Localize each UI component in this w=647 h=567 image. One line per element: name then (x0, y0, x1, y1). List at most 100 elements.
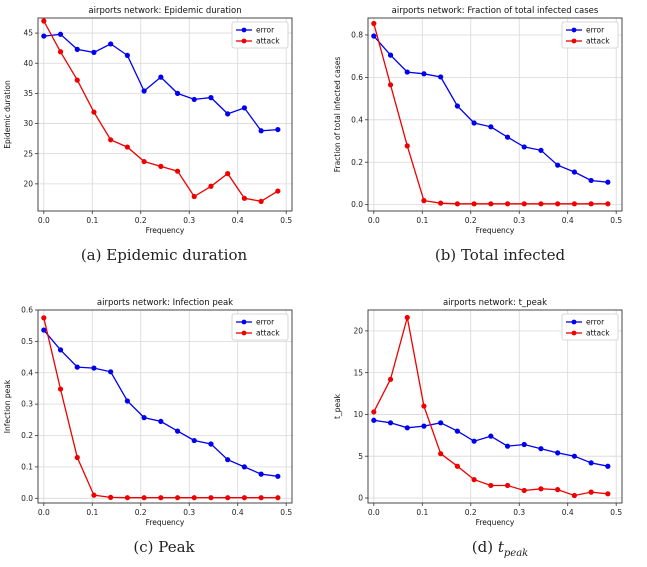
data-point-error (208, 95, 214, 101)
chart-title: airports network: Fraction of total infe… (392, 6, 599, 16)
data-point-attack (471, 477, 477, 483)
x-tick-label: 0.1 (416, 216, 428, 225)
data-point-error (91, 49, 97, 55)
x-tick-label: 0.4 (562, 216, 574, 225)
x-tick-label: 0.2 (135, 508, 147, 517)
data-point-error (74, 46, 80, 52)
data-point-attack (471, 201, 477, 207)
caption-c-text: Peak (158, 538, 195, 556)
data-point-attack (521, 487, 527, 494)
data-point-attack (108, 137, 114, 143)
data-point-attack (258, 495, 264, 501)
legend-label-error: error (256, 26, 275, 35)
y-tick-label: 0.2 (21, 431, 33, 440)
data-point-attack (521, 201, 527, 207)
data-point-error (275, 126, 281, 133)
y-tick-label: 35 (23, 89, 33, 98)
y-tick-label: 30 (23, 119, 33, 128)
data-point-attack (605, 491, 611, 497)
x-tick-label: 0.0 (368, 508, 380, 517)
y-tick-label: 0.3 (21, 400, 33, 409)
x-tick-label: 0.3 (183, 508, 195, 517)
y-tick-label: 0.1 (21, 463, 33, 472)
y-tick-label: 0.4 (21, 368, 33, 377)
data-point-attack (124, 144, 130, 150)
data-point-error (538, 147, 544, 153)
legend-marker-error (571, 319, 577, 325)
data-point-attack (108, 494, 114, 500)
x-tick-label: 0.3 (183, 216, 195, 225)
y-tick-label: 0.5 (21, 337, 33, 346)
caption-b-text: Total infected (460, 246, 566, 264)
x-tick-label: 0.1 (86, 508, 98, 517)
data-point-attack (208, 183, 214, 189)
chart-infection-peak-svg: 0.0 0.1 0.2 0.3 0.4 0.5 0.0 0.1 0.2 0.3 0.4 0.5 0.6 a… (3, 298, 293, 527)
data-point-attack (41, 18, 47, 24)
data-point-attack (421, 198, 427, 204)
data-point-attack (141, 495, 147, 501)
data-point-error (588, 177, 594, 184)
data-point-attack (387, 376, 394, 382)
data-point-error (488, 124, 494, 130)
data-point-error (225, 111, 231, 117)
data-point-attack (124, 495, 130, 501)
data-point-attack (208, 495, 214, 501)
data-point-error (258, 128, 264, 134)
caption-d-text: t (497, 538, 504, 556)
data-point-attack (275, 495, 281, 501)
data-point-attack (555, 487, 561, 493)
data-point-error (421, 71, 427, 77)
data-point-error (438, 420, 444, 426)
plot-frame (367, 309, 623, 504)
caption-d: (d) tpeak (350, 538, 647, 559)
y-tick-label: 0.4 (351, 115, 363, 124)
chart-total-infected-svg: 0.0 0.1 0.2 0.3 0.4 0.5 0.0 0.2 0.4 0.6 0.8 airport… (333, 6, 623, 235)
y-tick-label: 25 (23, 149, 33, 158)
data-point-attack (571, 492, 577, 499)
y-tick-label: 0.6 (21, 306, 33, 315)
data-point-error (191, 437, 197, 444)
data-point-attack (538, 201, 544, 207)
data-point-error (57, 347, 64, 353)
data-point-error (571, 453, 577, 459)
data-point-attack (91, 492, 97, 498)
x-tick-label: 0.0 (38, 508, 50, 517)
data-point-error (471, 120, 477, 126)
data-point-attack (404, 143, 410, 149)
legend-label-attack: attack (256, 329, 280, 338)
caption-a: (a) Epidemic duration (14, 246, 314, 264)
caption-c-label: (c) (133, 538, 154, 556)
legend-label-error: error (256, 318, 275, 327)
plot-area (368, 18, 622, 211)
data-point-attack (571, 201, 577, 207)
data-point-error (438, 74, 444, 80)
data-point-attack (91, 109, 97, 115)
data-point-error (241, 105, 247, 111)
data-point-error (41, 327, 47, 333)
data-point-error (57, 31, 64, 37)
data-point-error (421, 423, 427, 429)
data-point-error (191, 96, 197, 103)
data-point-error (538, 446, 544, 452)
data-point-attack (225, 495, 231, 501)
y-tick-label: 45 (23, 29, 33, 38)
chart-t-peak: 0.0 0.1 0.2 0.3 0.4 0.5 0 5 10 15 20 airports netwo… (330, 292, 640, 532)
data-point-attack (74, 454, 80, 461)
y-tick-label: 0.2 (351, 158, 363, 167)
data-point-attack (141, 158, 147, 165)
caption-d-sub: peak (503, 548, 529, 559)
data-point-error (521, 144, 527, 150)
data-point-attack (438, 451, 444, 457)
data-point-error (241, 464, 247, 470)
data-point-error (108, 41, 114, 47)
legend-marker-attack (571, 38, 577, 44)
data-point-error (387, 420, 394, 426)
x-tick-label: 0.4 (232, 216, 244, 225)
y-tick-label: 20 (353, 326, 363, 335)
data-point-attack (57, 49, 64, 55)
chart-epidemic-duration-svg: 0.0 0.1 0.2 0.3 0.4 0.5 20 25 30 35 40 45 airports n… (3, 6, 293, 235)
data-point-error (371, 33, 377, 39)
data-point-attack (174, 168, 181, 174)
data-point-error (158, 418, 164, 425)
legend-marker-error (241, 27, 247, 33)
